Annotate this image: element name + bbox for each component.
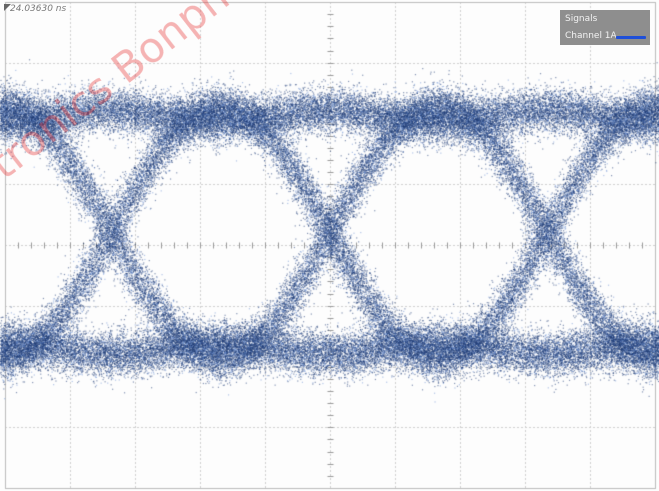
timestamp-label: 24.03630 ns: [10, 4, 67, 14]
legend-swatch: [616, 36, 646, 39]
legend-entry-label: Channel 1A: [565, 31, 617, 41]
legend[interactable]: Signals Channel 1A: [560, 10, 650, 45]
legend-title: Signals: [565, 14, 598, 24]
trigger-marker-icon: [4, 4, 11, 11]
